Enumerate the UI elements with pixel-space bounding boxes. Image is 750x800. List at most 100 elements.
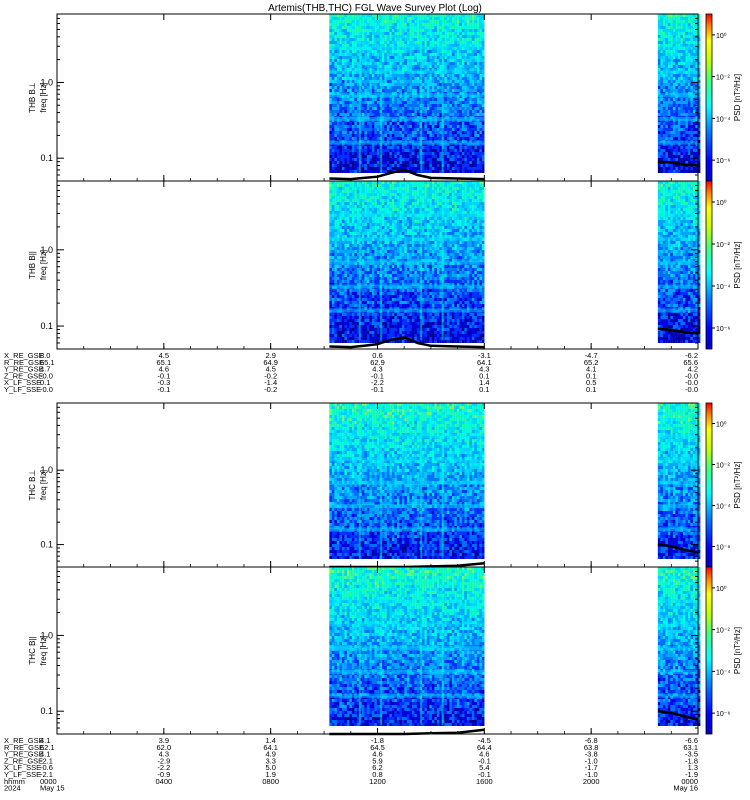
ephemeris-value: 4.6 [479,750,489,759]
ephemeris-value: 5.4 [479,763,489,772]
ephemeris-value: 62.1 [40,743,55,752]
fce-trace-2 [657,327,699,335]
ephemeris-value: 64.9 [263,358,278,367]
ephemeris-value: -2.1 [40,770,53,779]
ephemeris-value: -6.8 [585,736,598,745]
spectrogram-block-2 [657,181,701,343]
ephemeris-value: -2.2 [157,763,170,772]
spectrogram-block-2 [657,567,701,726]
ephemeris-value: 0.1 [586,385,596,394]
date-row-label: 2024 [4,784,21,793]
y-tick-label: 1.0 [40,630,53,640]
spectrogram-block-2 [657,403,701,559]
colorbar-tick-label: 10⁻⁶ [716,545,730,552]
ephemeris-value: 4.5 [265,365,275,374]
ephemeris-label: Y_LF_SSE [4,385,41,394]
ephemeris-label: Z_RE_GSE [4,756,43,765]
ephemeris-value: -0.1 [478,756,491,765]
colorbar-label: PSD [nT²/Hz] [733,627,742,674]
ephemeris-value: -6.2 [685,351,698,360]
spectrogram-block-1 [329,14,485,173]
date-end: May 16 [673,784,698,793]
ephemeris-label: X_RE_GSE [4,351,44,360]
ephemeris-value: 4.3 [479,365,489,374]
ephemeris-label: Y_RE_GSE [4,365,44,374]
colorbar-label: PSD [nT²/Hz] [733,241,742,288]
ephemeris-value: -0.0 [685,371,698,380]
ephemeris-value: 65.1 [157,358,172,367]
ephemeris-value: 63.8 [584,743,599,752]
y-axis-label: freq [Hz] [39,635,48,665]
colorbar-tick-label: 10⁻⁴ [716,116,731,123]
ephemeris-value: -1.7 [585,763,598,772]
time-tick-label: 2000 [583,777,600,786]
ephemeris-value: 0.6 [372,351,382,360]
panel-label: THB B⊥ [28,82,37,113]
ephemeris-value: 65.2 [584,358,599,367]
ephemeris-value: 3.3 [265,756,275,765]
fce-trace-2 [657,709,699,721]
colorbar-tick-label: 10⁻⁴ [716,669,731,676]
ephemeris-value: 0.5 [586,378,596,387]
colorbar-label: PSD [nT²/Hz] [733,461,742,508]
panel-label: THC B|| [28,636,37,664]
ephemeris-value: 4.6 [159,365,169,374]
y-axis-label: freq [Hz] [39,250,48,280]
ephemeris-value: 63.1 [683,743,698,752]
ephemeris-value: -0.1 [157,371,170,380]
spectrogram-block-2 [657,14,701,173]
time-tick-label: 1600 [476,777,493,786]
ephemeris-value: 64.5 [370,743,385,752]
ephemeris-value: 1.4 [265,736,275,745]
ephemeris-value: 0.1 [479,371,489,380]
time-tick-label: 0400 [155,777,172,786]
panel-label: THC B⊥ [28,469,37,500]
ephemeris-label: R_RE_GSE [4,358,44,367]
ephemeris-value: 4.1 [40,736,50,745]
ephemeris-label: Z_RE_GSE [4,371,43,380]
ephemeris-value: -0.2 [264,385,277,394]
colorbar: 10⁰ 10⁻² 10⁻⁴ 10⁻⁶ PSD [nT²/Hz] [705,402,742,568]
colorbar-tick-label: 10⁻² [716,628,730,635]
ephemeris-value: 65.1 [40,358,55,367]
ephemeris-value: -0.1 [157,385,170,394]
ephemeris-value: -0.0 [685,378,698,387]
ephemeris-value: 64.1 [263,743,278,752]
colorbar-tick-label: 10⁻² [716,242,730,249]
ephemeris-value: -4.7 [585,351,598,360]
ephemeris-value: 4.6 [372,750,382,759]
colorbar-tick-label: 10⁻² [716,75,730,82]
ephemeris-value: -0.1 [478,770,491,779]
ephemeris-value: -2.1 [40,756,53,765]
ephemeris-value: 64.4 [477,743,492,752]
ephemeris-value: -0.6 [40,763,53,772]
ephemeris-value: -1.0 [585,770,598,779]
ephemeris-value: -0.1 [371,385,384,394]
colorbar: 10⁰ 10⁻² 10⁻⁴ 10⁻⁶ PSD [nT²/Hz] [705,566,742,735]
ephemeris-value: -2.9 [157,756,170,765]
ephemeris-value: -3.8 [585,750,598,759]
ephemeris-value: 4.1 [586,365,596,374]
colorbar-tick-label: 10⁰ [716,421,727,429]
ephemeris-value: -2.2 [371,378,384,387]
colorbar-tick-label: 10⁻⁶ [716,711,730,718]
y-axis-label: freq [Hz] [39,470,48,500]
fce-trace-1 [329,336,485,349]
ephemeris-value: -1.9 [685,770,698,779]
ephemeris-label: X_LF_SSE [4,763,41,772]
ephemeris-value: -3.1 [478,351,491,360]
spectrogram-block-1 [329,181,485,343]
y-tick-label: 0.1 [40,706,53,716]
y-tick-label: 1.0 [40,245,53,255]
ephemeris-value: -4.5 [478,736,491,745]
ephemeris-value: 65.6 [683,358,698,367]
ephemeris-value: 1.4 [479,378,489,387]
ephemeris-label: Y_LF_SSE [4,770,41,779]
ephemeris-label: X_RE_GSE [4,736,44,745]
y-axis-label: freq [Hz] [39,82,48,112]
ephemeris-value: -3.5 [685,750,698,759]
y-tick-label: 1.0 [40,465,53,475]
